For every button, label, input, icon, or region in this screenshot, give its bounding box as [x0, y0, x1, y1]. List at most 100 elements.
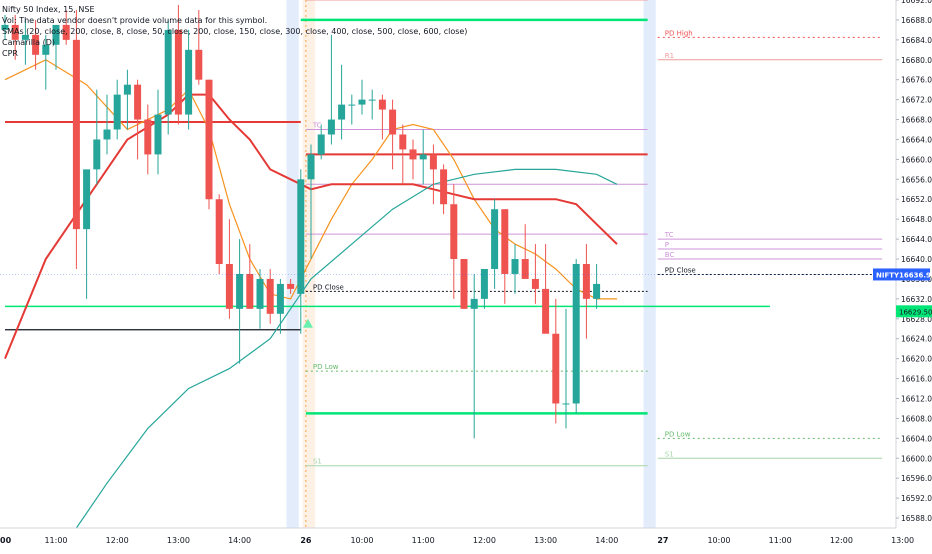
price-tick-label: 16628.00	[901, 315, 932, 324]
level-label: PD High	[665, 29, 693, 37]
price-tick-label: 16612.00	[901, 394, 932, 403]
price-tick-label: 16592.00	[901, 494, 932, 503]
time-tick-label: 13:00	[891, 536, 914, 545]
time-tick-label: 10:00	[350, 536, 373, 545]
price-tick-label: 16672.00	[901, 96, 932, 105]
candle-body	[511, 259, 519, 274]
time-tick-label: 11:00	[44, 536, 67, 545]
candle-body	[409, 149, 417, 160]
candle-body	[593, 283, 601, 299]
candle-body	[256, 278, 264, 309]
time-tick-label: 27	[657, 536, 668, 545]
candle-body	[154, 114, 162, 155]
candle-body	[460, 259, 468, 309]
candle-body	[531, 278, 539, 289]
price-tick-label: 16680.00	[901, 56, 932, 65]
candle-body	[11, 24, 19, 40]
candle-body	[246, 273, 254, 309]
candle-body	[195, 49, 203, 80]
level-label: S1	[665, 450, 674, 458]
legend-cpr[interactable]: CPR	[2, 49, 18, 58]
candle-body	[552, 333, 560, 404]
candle-body	[93, 139, 101, 170]
candle-body	[52, 24, 60, 45]
candle-body	[419, 154, 427, 160]
candle-body	[72, 39, 80, 230]
candle-body	[297, 179, 305, 294]
price-tick-label: 16648.00	[901, 215, 932, 224]
legend-title[interactable]: Nifty 50 Index, 15, NSE	[2, 5, 95, 14]
candle-body	[236, 273, 244, 309]
chart-legend: Nifty 50 Index, 15, NSE Vol: The data ve…	[2, 4, 467, 59]
time-tick-label: 12:00	[106, 536, 129, 545]
signal-marker	[302, 318, 313, 328]
candle-body	[225, 264, 233, 309]
candle-body	[185, 49, 193, 115]
time-tick-label: 14:00	[228, 536, 251, 545]
legend-camarilla[interactable]: Camarilla (D)	[2, 38, 55, 47]
session-shade	[643, 0, 656, 528]
price-tick-label: 16608.00	[901, 414, 932, 423]
candle-body	[491, 209, 499, 269]
legend-smas[interactable]: SMAs (20, close, 200, close, 8, close, 5…	[2, 27, 468, 36]
price-tick-label: 16624.00	[901, 335, 932, 344]
candle-body	[399, 134, 407, 150]
candle-body	[317, 134, 325, 155]
price-tick-label: 16604.00	[901, 434, 932, 443]
candle-body	[368, 99, 376, 101]
candle-body	[123, 84, 131, 95]
price-tick-label: 16616.00	[901, 375, 932, 384]
time-tick-label: 11:00	[412, 536, 435, 545]
candle-body	[348, 104, 356, 106]
price-tick-label: 16664.00	[901, 135, 932, 144]
candle-body	[572, 264, 580, 404]
time-tick-label: 00	[0, 536, 12, 545]
candle-body	[287, 283, 295, 289]
candle-body	[470, 298, 478, 309]
price-tick-label: 16596.00	[901, 474, 932, 483]
time-tick-label: 12:00	[473, 536, 496, 545]
candle-body	[266, 278, 274, 314]
candle-body	[378, 99, 386, 110]
candle-body	[1, 24, 9, 30]
price-tick-label: 16656.00	[901, 175, 932, 184]
time-tick-label: 13:00	[534, 536, 557, 545]
legend-vol[interactable]: Vol: The data vendor doesn't provide vol…	[2, 16, 268, 25]
candle-body	[501, 209, 509, 274]
price-tick-label: 16684.00	[901, 36, 932, 45]
candle-body	[205, 79, 213, 200]
candle-body	[113, 94, 121, 130]
time-tick-label: 26	[300, 536, 312, 545]
price-tick-label: 16588.00	[901, 514, 932, 523]
price-tick-label: 16640.00	[901, 255, 932, 264]
candle-body	[562, 403, 570, 405]
candle-body	[103, 129, 111, 140]
candle-body	[307, 154, 315, 180]
candle-body	[32, 34, 40, 55]
price-tick-label: 16620.00	[901, 355, 932, 364]
candle-body	[42, 44, 50, 55]
sma-line	[75, 168, 618, 529]
last-price-tag	[873, 268, 930, 281]
candle-body	[327, 119, 335, 135]
level-label: S1	[313, 458, 322, 466]
candle-body	[144, 119, 152, 155]
candle-body	[389, 109, 397, 135]
price-tick-label: 16632.00	[901, 295, 932, 304]
candle-body	[164, 29, 172, 115]
candle-body	[174, 29, 182, 115]
candle-body	[582, 264, 590, 299]
price-tick-label: 16676.00	[901, 76, 932, 85]
candle-body	[480, 268, 488, 299]
level-label: P	[665, 241, 669, 249]
candle-body	[429, 154, 437, 170]
level-label: PD Low	[665, 430, 691, 438]
last-price-symbol: NIFTY	[876, 271, 900, 279]
time-tick-label: 14:00	[595, 536, 618, 545]
candle-body	[521, 259, 529, 279]
last-price-value: 16636.90	[899, 271, 932, 279]
level-label: PD Close	[313, 283, 344, 291]
price-tick-label: 16652.00	[901, 195, 932, 204]
